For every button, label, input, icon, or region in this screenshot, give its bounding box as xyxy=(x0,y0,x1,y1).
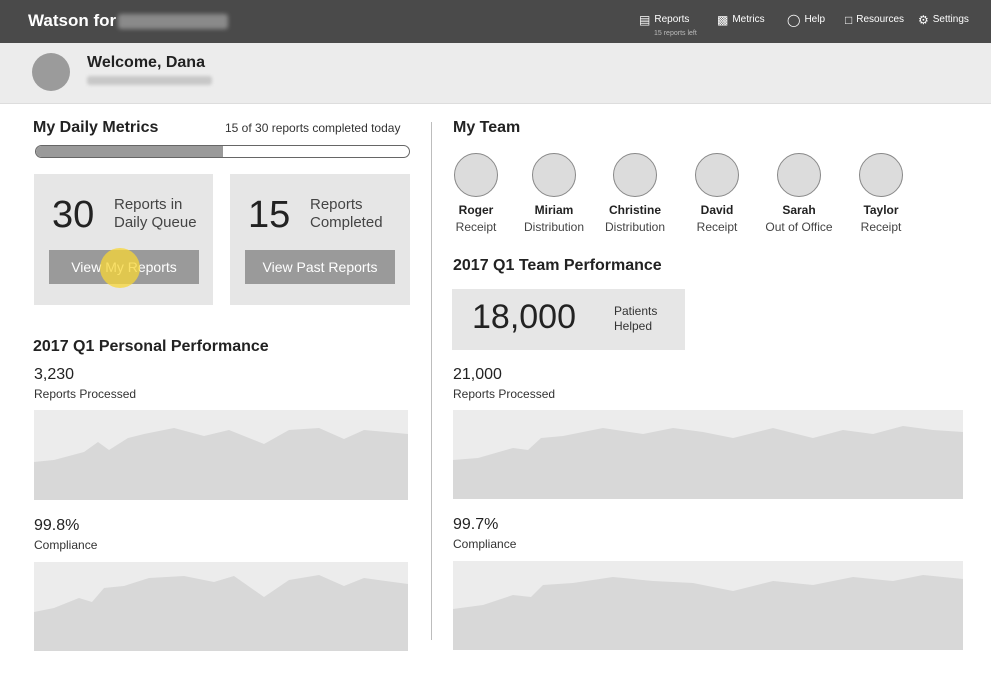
lifebuoy-icon: ◯ xyxy=(787,13,801,27)
progress-fill xyxy=(36,146,223,157)
patients-label-line1: Patients xyxy=(614,304,658,318)
completed-label-line2: Completed xyxy=(310,214,383,231)
avatar[interactable] xyxy=(32,53,70,91)
welcome-banner xyxy=(0,43,991,104)
team-member-name: Roger xyxy=(458,203,494,217)
nav-help-label: Help xyxy=(804,14,826,25)
nav-metrics[interactable]: ▩ Metrics xyxy=(717,0,765,43)
avatar xyxy=(859,153,903,197)
avatar xyxy=(454,153,498,197)
avatar xyxy=(613,153,657,197)
team-member-name: Sarah xyxy=(782,203,816,217)
team-reports-value: 21,000 xyxy=(453,366,502,383)
team-member-name: David xyxy=(700,203,734,217)
team-member-role: Receipt xyxy=(696,220,738,234)
nav-help[interactable]: ◯ Help xyxy=(787,0,825,43)
personal-reports-value: 3,230 xyxy=(34,366,75,383)
personal-compliance-value: 99.8% xyxy=(34,517,80,534)
nav-resources-label: Resources xyxy=(856,14,905,25)
view-past-reports-button[interactable]: View Past Reports xyxy=(245,250,395,284)
team-member-name: Taylor xyxy=(863,203,899,217)
nav-resources[interactable]: □ Resources xyxy=(845,0,904,43)
reports-left-count: 15 reports left xyxy=(654,30,697,37)
team-compliance-value: 99.7% xyxy=(453,516,499,533)
completed-count: 15 xyxy=(248,194,291,236)
team-member-role: Distribution xyxy=(604,220,666,234)
avatar xyxy=(695,153,739,197)
team-member-role: Receipt xyxy=(860,220,902,234)
team-member-role: Distribution xyxy=(523,220,585,234)
daily-metrics-title: My Daily Metrics xyxy=(33,119,159,136)
daily-progress-bar xyxy=(35,145,410,158)
click-indicator xyxy=(100,248,140,288)
completed-card: 15 Reports Completed View Past Reports xyxy=(230,174,410,305)
top-navigation-bar: Watson for ▤ Reports 15 reports left ▩ M… xyxy=(0,0,991,43)
team-reports-label: Reports Processed xyxy=(453,387,556,401)
personal-reports-sparkline xyxy=(34,410,408,500)
team-reports-sparkline xyxy=(453,410,963,499)
nav-settings-label: Settings xyxy=(932,14,969,25)
team-compliance-label: Compliance xyxy=(453,537,517,551)
bar-chart-icon: ▩ xyxy=(717,13,729,27)
nav-settings[interactable]: ⚙ Settings xyxy=(918,0,969,43)
column-divider xyxy=(431,122,432,640)
team-member-name: Miriam xyxy=(534,203,574,217)
avatar xyxy=(532,153,576,197)
patients-card: 18,000 Patients Helped xyxy=(452,289,685,350)
team-member-name: Christine xyxy=(608,203,661,217)
personal-reports-label: Reports Processed xyxy=(34,387,137,401)
team-performance-title: 2017 Q1 Team Performance xyxy=(453,257,662,274)
personal-compliance-sparkline xyxy=(34,562,408,651)
team-member-role: Out of Office xyxy=(765,220,833,234)
blurred-product-name xyxy=(118,14,228,29)
patients-label-line2: Helped xyxy=(614,319,653,333)
progress-text: 15 of 30 reports completed today xyxy=(225,121,401,135)
welcome-title: Welcome, Dana xyxy=(87,54,205,71)
avatar xyxy=(777,153,821,197)
gear-icon: ⚙ xyxy=(918,13,929,27)
blurred-email xyxy=(87,76,212,85)
team-member-role: Receipt xyxy=(455,220,497,234)
personal-compliance-label: Compliance xyxy=(34,538,98,552)
team-compliance-sparkline xyxy=(453,561,963,650)
clipboard-icon: ▤ xyxy=(639,13,651,27)
nav-reports-label: Reports xyxy=(654,14,690,25)
nav-reports[interactable]: ▤ Reports 15 reports left xyxy=(639,0,697,43)
nav-metrics-label: Metrics xyxy=(732,14,765,25)
queue-label-line2: Daily Queue xyxy=(114,214,197,231)
bookmark-icon: □ xyxy=(845,13,853,27)
patients-count: 18,000 xyxy=(472,298,576,336)
queue-label-line1: Reports in xyxy=(114,196,183,213)
completed-label-line1: Reports xyxy=(310,196,363,213)
my-team-title: My Team xyxy=(453,119,521,136)
queue-count: 30 xyxy=(52,194,95,236)
app-title: Watson for xyxy=(28,11,117,30)
personal-performance-title: 2017 Q1 Personal Performance xyxy=(33,338,269,355)
